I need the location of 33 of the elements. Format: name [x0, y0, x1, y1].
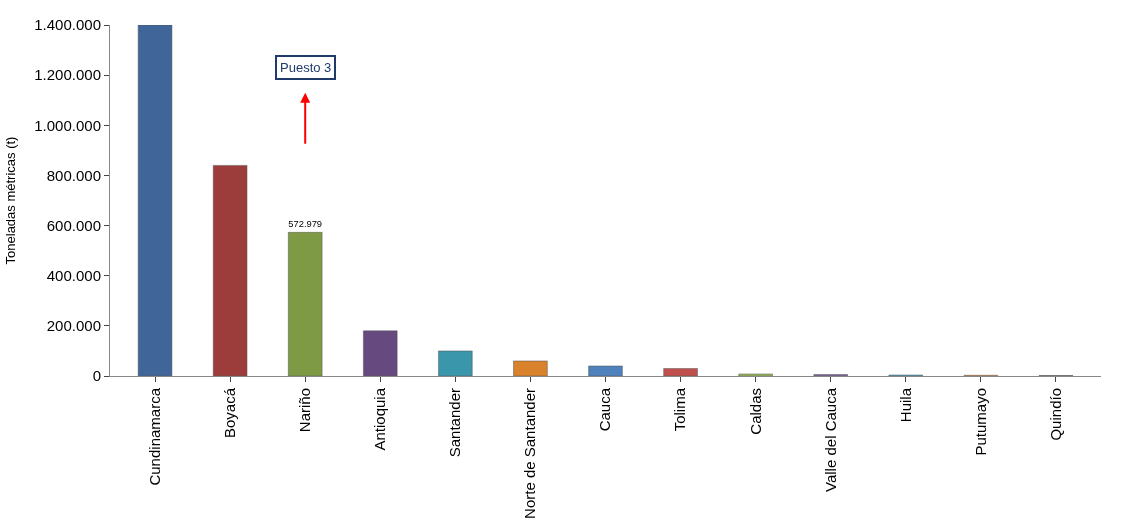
y-tick-label: 400.000: [46, 266, 101, 284]
data-label: 572.979: [288, 219, 323, 230]
bar: [212, 165, 248, 376]
x-tick-label: Putumayo: [971, 388, 989, 456]
y-tick-label: 1.200.000: [34, 66, 101, 84]
bar: [738, 373, 773, 376]
y-tick-label: 1.000.000: [34, 116, 101, 134]
x-tick-label: Cundinamarca: [145, 387, 163, 486]
x-tick-label: Huila: [896, 387, 914, 423]
x-tick-label: Boyacá: [220, 387, 238, 439]
y-tick-label: 1.400.000: [34, 16, 101, 34]
y-tick-label: 0: [92, 367, 101, 385]
y-axis-title: Toneladas métricas (t): [3, 136, 19, 265]
bar: [588, 365, 623, 376]
bar: [438, 350, 473, 376]
x-tick-label: Tolima: [671, 387, 689, 432]
x-tick-label: Caldas: [746, 388, 764, 435]
x-tick-label: Antioquia: [371, 387, 389, 451]
x-tick-label: Norte de Santander: [521, 388, 539, 519]
x-tick-label: Valle del Cauca: [821, 387, 839, 492]
bar: [663, 368, 698, 376]
y-tick-label: 200.000: [46, 317, 101, 335]
bar: [137, 25, 173, 376]
x-tick-label: Cauca: [596, 387, 614, 432]
y-tick-label: 600.000: [46, 216, 101, 234]
x-tick-label: Nariño: [296, 388, 314, 433]
x-tick-label: Quindío: [1046, 388, 1064, 441]
bar: [288, 232, 323, 376]
y-tick-label: 800.000: [46, 166, 101, 184]
x-tick-label: Santander: [446, 388, 464, 458]
bar: [363, 330, 398, 376]
annotation: Puesto 3: [280, 60, 332, 75]
bar: [513, 360, 548, 376]
